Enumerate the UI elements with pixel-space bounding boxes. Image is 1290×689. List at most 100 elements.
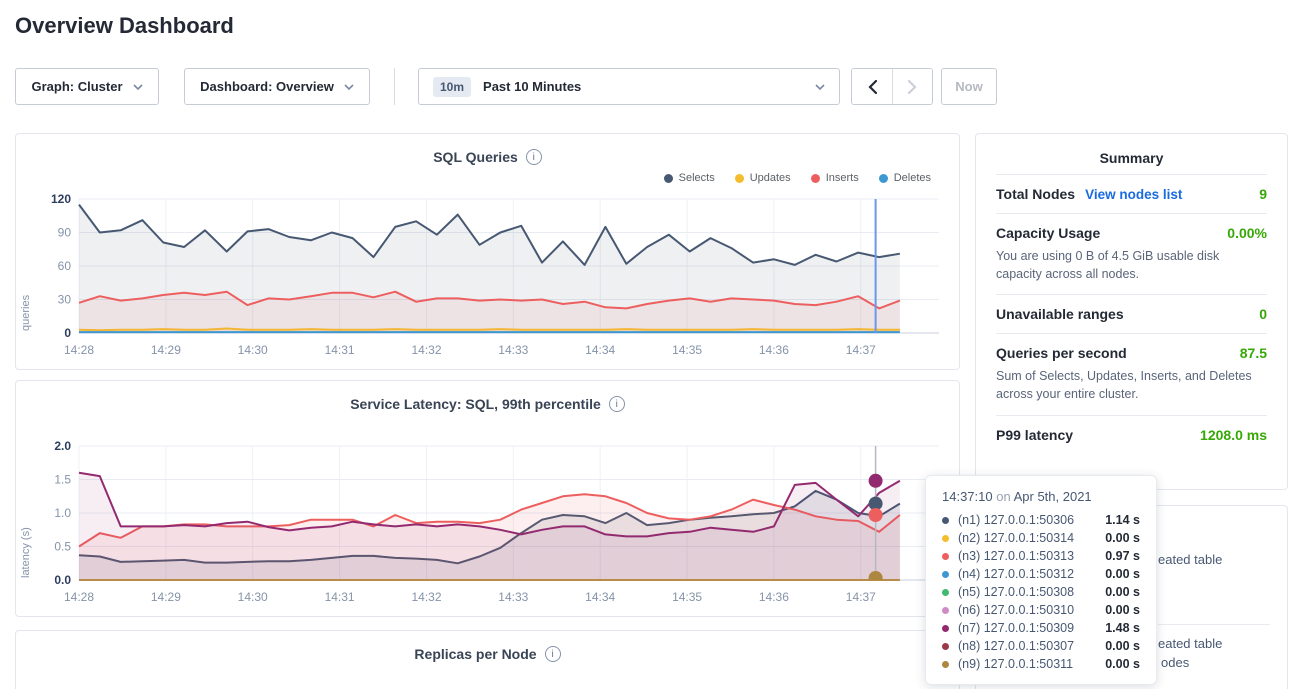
tooltip-node-value: 0.00 s [1105, 531, 1140, 545]
legend-item-updates[interactable]: Updates [735, 172, 791, 184]
time-forward-button[interactable] [892, 69, 932, 104]
info-icon[interactable]: i [545, 646, 561, 662]
summary-panel: Summary Total Nodes View nodes list 9 Ca… [975, 133, 1288, 490]
legend-dot [664, 174, 673, 183]
series-dot [942, 517, 949, 524]
legend-dot [735, 174, 744, 183]
summary-row-p99: P99 latency 1208.0 ms [996, 415, 1267, 454]
legend-item-deletes[interactable]: Deletes [879, 172, 931, 184]
now-button[interactable]: Now [941, 68, 997, 105]
legend-label: Updates [750, 172, 791, 184]
tooltip-row: (n4) 127.0.0.1:503120.00 s [942, 565, 1140, 583]
tooltip-node-value: 1.14 s [1105, 513, 1140, 527]
graph-selector-label: Graph: Cluster [31, 79, 122, 94]
series-dot [942, 571, 949, 578]
summary-value: 9 [1259, 186, 1267, 202]
tooltip-node-value: 1.48 s [1105, 621, 1140, 635]
chart-canvas[interactable]: 14:2814:2914:3014:3114:3214:3314:3414:35… [34, 193, 939, 361]
info-icon[interactable]: i [526, 149, 542, 165]
summary-row-qps: Queries per second 87.5 Sum of Selects, … [996, 333, 1267, 414]
legend-dot [811, 174, 820, 183]
toolbar-divider [394, 68, 395, 105]
service-latency-chart[interactable]: latency (s) 14:2814:2914:3014:3114:3214:… [16, 440, 959, 613]
summary-value: 0 [1259, 306, 1267, 322]
tooltip-node-value: 0.00 s [1105, 585, 1140, 599]
tooltip-date: Apr 5th, 2021 [1014, 489, 1092, 504]
tooltip-row: (n2) 127.0.0.1:50314 0.00 s [942, 529, 1140, 547]
service-latency-title: Service Latency: SQL, 99th percentile i [16, 381, 959, 412]
view-nodes-list-link[interactable]: View nodes list [1085, 187, 1182, 202]
sql-queries-legend: Selects Updates Inserts Deletes [16, 167, 959, 189]
time-range-dropdown[interactable]: 10m Past 10 Minutes [418, 68, 840, 105]
svg-text:14:30: 14:30 [238, 590, 268, 604]
tooltip-timestamp: 14:37:10 on Apr 5th, 2021 [942, 489, 1140, 504]
legend-item-inserts[interactable]: Inserts [811, 172, 859, 184]
graph-selector-dropdown[interactable]: Graph: Cluster [15, 68, 159, 105]
svg-text:14:31: 14:31 [325, 590, 355, 604]
series-dot [942, 661, 949, 668]
svg-text:14:34: 14:34 [585, 590, 615, 604]
events-divider [1158, 624, 1270, 625]
chevron-down-icon [133, 79, 143, 94]
svg-text:0: 0 [64, 326, 71, 340]
svg-text:14:33: 14:33 [498, 343, 528, 357]
summary-description: Sum of Selects, Updates, Inserts, and De… [996, 367, 1267, 403]
time-range-label: Past 10 Minutes [483, 79, 581, 94]
svg-text:14:36: 14:36 [759, 590, 789, 604]
tooltip-node-label: (n2) 127.0.0.1:50314 [958, 531, 1074, 545]
svg-text:14:31: 14:31 [325, 343, 355, 357]
svg-text:14:32: 14:32 [411, 590, 441, 604]
tooltip-on-text: on [996, 489, 1010, 504]
y-axis-unit-label: queries [20, 211, 32, 331]
svg-text:14:29: 14:29 [151, 590, 181, 604]
legend-label: Inserts [826, 172, 859, 184]
info-icon[interactable]: i [609, 396, 625, 412]
legend-item-selects[interactable]: Selects [664, 172, 715, 184]
tooltip-row: (n3) 127.0.0.1:503130.97 s [942, 547, 1140, 565]
time-back-button[interactable] [852, 69, 892, 104]
tooltip-row: (n6) 127.0.0.1:503100.00 s [942, 601, 1140, 619]
replicas-per-node-title: Replicas per Node i [16, 631, 959, 662]
tooltip-node-value: 0.97 s [1105, 549, 1140, 563]
svg-text:1.5: 1.5 [54, 473, 71, 487]
svg-text:120: 120 [51, 193, 71, 206]
summary-value: 1208.0 ms [1200, 427, 1267, 443]
sql-queries-chart[interactable]: queries 14:2814:2914:3014:3114:3214:3314… [16, 193, 959, 366]
tooltip-row: (n1) 127.0.0.1:503061.14 s [942, 511, 1140, 529]
summary-description: You are using 0 B of 4.5 GiB usable disk… [996, 247, 1267, 283]
svg-text:14:37: 14:37 [846, 590, 876, 604]
svg-text:14:32: 14:32 [411, 343, 441, 357]
tooltip-row: (n5) 127.0.0.1:503080.00 s [942, 583, 1140, 601]
chevron-down-icon [815, 79, 825, 94]
series-dot [942, 625, 949, 632]
summary-row-capacity: Capacity Usage 0.00% You are using 0 B o… [996, 213, 1267, 294]
summary-row-unavailable-ranges: Unavailable ranges 0 [996, 294, 1267, 333]
svg-text:30: 30 [58, 293, 72, 307]
tooltip-node-label: (n7) 127.0.0.1:50309 [958, 621, 1074, 635]
replicas-per-node-card: Replicas per Node i [15, 630, 960, 689]
series-dot [942, 643, 949, 650]
time-range-badge: 10m [433, 77, 471, 97]
now-button-label: Now [955, 79, 982, 94]
tooltip-node-value: 0.00 s [1105, 657, 1140, 671]
sql-queries-title: SQL Queries i [16, 134, 959, 165]
svg-text:60: 60 [58, 259, 72, 273]
time-nav-group [851, 68, 933, 105]
event-text-fragment: eated table [1158, 552, 1222, 567]
tooltip-node-value: 0.00 s [1105, 639, 1140, 653]
summary-value: 87.5 [1240, 345, 1267, 361]
dashboard-selector-dropdown[interactable]: Dashboard: Overview [184, 68, 370, 105]
event-text-fragment: eated table [1158, 636, 1222, 651]
chart-hover-tooltip: 14:37:10 on Apr 5th, 2021 (n1) 127.0.0.1… [925, 475, 1157, 685]
series-dot [942, 535, 949, 542]
tooltip-time: 14:37:10 [942, 489, 993, 504]
page-title: Overview Dashboard [15, 13, 234, 39]
svg-text:14:33: 14:33 [498, 590, 528, 604]
service-latency-legend-spacer [16, 414, 959, 436]
summary-title: Summary [976, 134, 1287, 174]
svg-text:2.0: 2.0 [54, 440, 71, 453]
service-latency-card: Service Latency: SQL, 99th percentile i … [15, 380, 960, 617]
chart-canvas[interactable]: 14:2814:2914:3014:3114:3214:3314:3414:35… [34, 440, 939, 608]
summary-label: Unavailable ranges [996, 306, 1124, 322]
chevron-down-icon [344, 79, 354, 94]
